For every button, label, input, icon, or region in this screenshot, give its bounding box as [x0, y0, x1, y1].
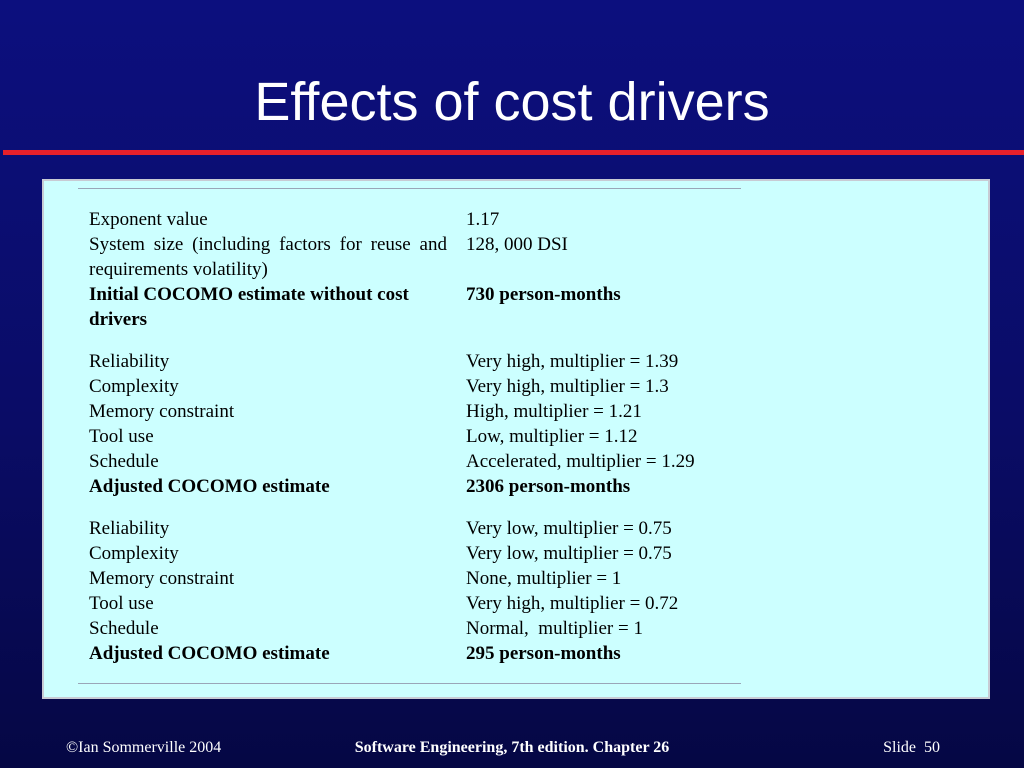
footer-book-title: Software Engineering, 7th edition. Chapt…: [354, 739, 670, 756]
row-label: Memory constraint: [89, 401, 235, 422]
title-divider: [3, 150, 1024, 155]
row-label: Reliability: [89, 351, 170, 372]
row-label: Tool use: [89, 426, 154, 447]
row-label: Complexity: [89, 376, 179, 397]
row-value: High, multiplier = 1.21: [466, 401, 642, 422]
row-value: Low, multiplier = 1.12: [466, 426, 638, 447]
footer-copyright: ©Ian Sommerville 2004: [66, 739, 222, 756]
row-label: Initial COCOMO estimate without cost dri…: [89, 284, 409, 330]
row-value: None, multiplier = 1: [466, 568, 622, 589]
table-bottom-rule: [78, 683, 741, 684]
table-top-rule: [78, 188, 741, 189]
row-value: Very high, multiplier = 1.39: [466, 351, 679, 372]
row-label: Adjusted COCOMO estimate: [89, 643, 330, 664]
row-value: 128, 000 DSI: [466, 234, 568, 255]
row-value: Very low, multiplier = 0.75: [466, 543, 672, 564]
row-label: Reliability: [89, 518, 170, 539]
cost-driver-table: Exponent value 1.17 System size (includi…: [42, 179, 990, 699]
row-label: Adjusted COCOMO estimate: [89, 476, 330, 497]
row-value: Very high, multiplier = 0.72: [466, 593, 679, 614]
row-value: Accelerated, multiplier = 1.29: [466, 451, 695, 472]
row-label: Memory constraint: [89, 568, 235, 589]
row-value: 730 person-months: [466, 284, 621, 305]
footer-slide-number: Slide 50: [883, 739, 940, 756]
row-label: System size (including factors for reuse…: [89, 234, 447, 280]
row-label: Exponent value: [89, 209, 208, 230]
row-value: 1.17: [466, 209, 500, 230]
row-label: Schedule: [89, 451, 159, 472]
row-value: Very low, multiplier = 0.75: [466, 518, 672, 539]
row-label: Complexity: [89, 543, 179, 564]
row-value: Normal, multiplier = 1: [466, 618, 643, 639]
slide-title: Effects of cost drivers: [254, 72, 770, 132]
row-label: Tool use: [89, 593, 154, 614]
row-value: 2306 person-months: [466, 476, 631, 497]
row-label: Schedule: [89, 618, 159, 639]
row-value: 295 person-months: [466, 643, 621, 664]
row-value: Very high, multiplier = 1.3: [466, 376, 669, 397]
